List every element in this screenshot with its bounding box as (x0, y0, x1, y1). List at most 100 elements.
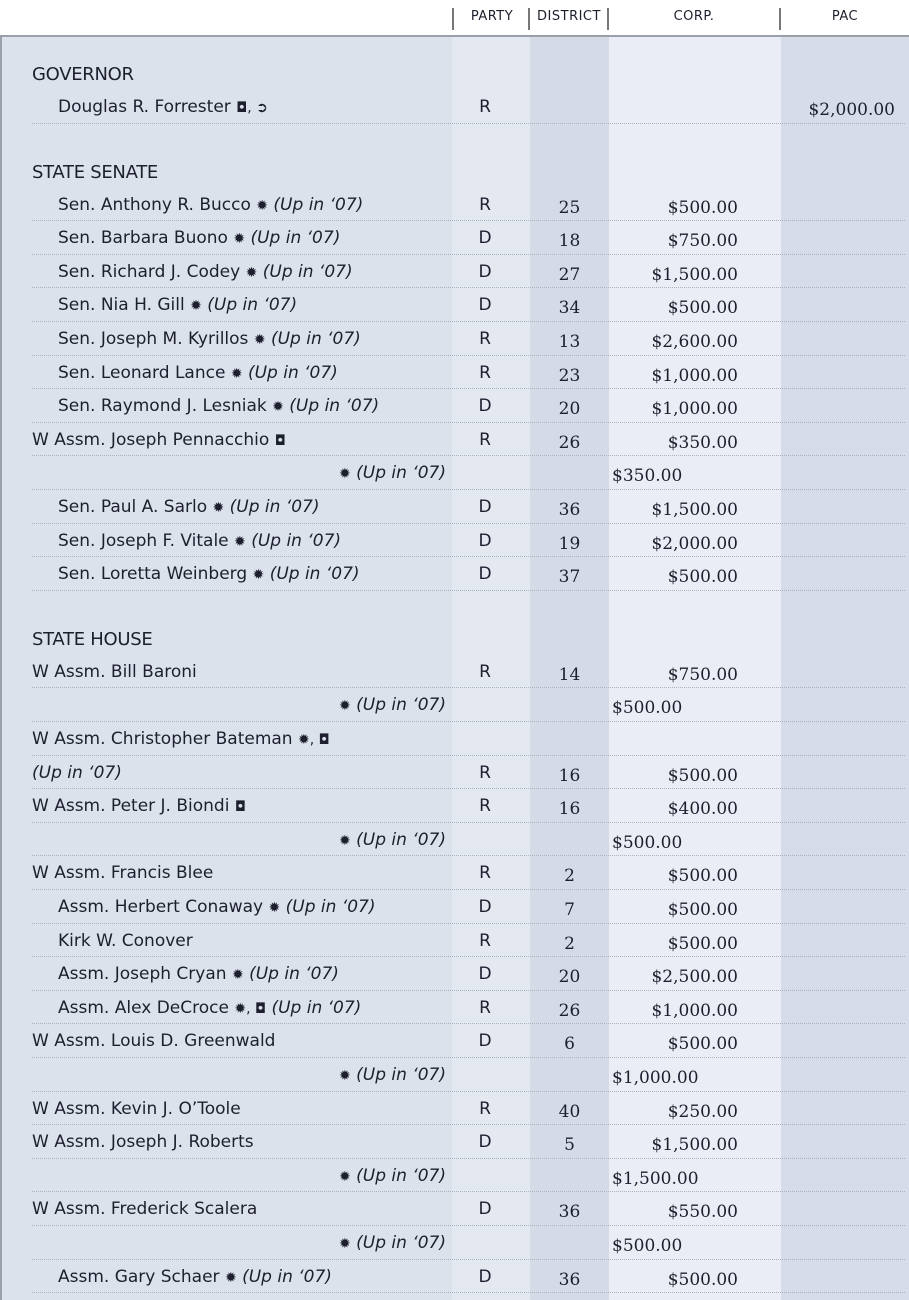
separator (779, 8, 781, 30)
district: 36 (558, 1269, 581, 1290)
note: (Up in ‘07) (356, 1165, 446, 1186)
corp-amount: $500.00 (667, 1269, 738, 1290)
note: (Up in ‘07) (356, 1065, 446, 1085)
status-marks: ✹ (233, 231, 246, 248)
candidate-name: Sen. Leonard Lance (58, 362, 226, 383)
pac-amount: $2,000.00 (808, 100, 895, 120)
district: 26 (558, 1000, 581, 1021)
district: 20 (558, 399, 581, 420)
candidate-name: W Assm. Peter J. Biondi (32, 796, 230, 817)
name-cell: W Assm. Kevin J. O’Toole (32, 1093, 241, 1127)
party: D (478, 1031, 492, 1052)
corp-amount: $1,500.00 (651, 264, 738, 285)
district: 19 (558, 533, 581, 554)
status-marks: ✹ (339, 1068, 351, 1084)
note: (Up in ‘07) (271, 997, 362, 1018)
candidate-name: W Assm. Kevin J. O’Toole (32, 1098, 241, 1119)
separator (528, 8, 530, 30)
name-cell: Sen. Joseph F. Vitale ✹ (Up in ‘07) (58, 525, 341, 559)
candidate-name: W Assm. Frederick Scalera (32, 1199, 258, 1220)
corp-amount: $1,000.00 (612, 1068, 699, 1088)
column-header: CORP. (673, 9, 715, 24)
status-marks: ◘, ➲ (236, 100, 268, 116)
corp-amount: $550.00 (667, 1202, 738, 1223)
corp-amount: $2,500.00 (651, 967, 738, 988)
corp-amount: $350.00 (667, 432, 738, 453)
name-cell: W Assm. Christopher Bateman ✹, ◘ (32, 723, 330, 757)
corp-amount: $400.00 (667, 799, 738, 820)
row-rule (32, 687, 905, 689)
note: (Up in ‘07) (289, 396, 380, 417)
corp-amount: $500.00 (667, 765, 738, 786)
corp-amount: $500.00 (667, 567, 738, 588)
corp-amount: $500.00 (612, 832, 683, 853)
name-cell: ✹ (Up in ‘07) (339, 824, 446, 858)
left-rule (0, 0, 2, 1300)
status-marks: ✹, ◘ (234, 1000, 267, 1017)
row-rule (32, 421, 905, 423)
row-rule (32, 1124, 905, 1126)
note: (Up in ‘07) (229, 497, 320, 517)
candidate-name: W Assm. Christopher Bateman (32, 729, 293, 749)
candidate-name: Assm. Joseph Cryan (58, 964, 227, 985)
status-marks: ◘ (274, 432, 286, 449)
corp-amount: $500.00 (667, 933, 738, 954)
status-marks: ✹ (339, 698, 351, 715)
party: D (478, 295, 492, 316)
status-marks: ✹ (339, 1168, 351, 1185)
column-header: DISTRICT (537, 9, 601, 24)
note: (Up in ‘07) (356, 829, 446, 850)
district: 16 (558, 765, 581, 786)
status-marks: ✹ (339, 466, 351, 483)
note: (Up in ‘07) (356, 1233, 446, 1253)
name-cell: W Assm. Frederick Scalera (32, 1193, 257, 1227)
district: 20 (558, 967, 581, 988)
note: (Up in ‘07) (242, 1266, 332, 1287)
party: R (479, 762, 491, 783)
row-rule (32, 388, 905, 390)
note: (Up in ‘07) (356, 463, 446, 484)
name-cell: W Assm. Louis D. Greenwald (32, 1025, 275, 1059)
note: (Up in ‘07) (247, 362, 338, 383)
row-rule (32, 855, 905, 857)
status-marks: ✹ (234, 533, 246, 550)
name-cell: Assm. Gary Schaer ✹ (Up in ‘07) (58, 1261, 332, 1295)
candidate-name: Sen. Joseph M. Kyrillos (58, 329, 249, 349)
corp-amount: $2,600.00 (651, 332, 738, 352)
district: 26 (558, 432, 581, 453)
note: (Up in ‘07) (285, 897, 376, 917)
corp-amount: $500.00 (667, 900, 738, 920)
name-cell: W Assm. Joseph J. Roberts (32, 1126, 254, 1160)
row-rule (32, 754, 905, 756)
note: (Up in ‘07) (269, 564, 360, 585)
row-rule (32, 1225, 905, 1226)
name-cell: Sen. Barbara Buono ✹ (Up in ‘07) (58, 222, 340, 256)
party: R (479, 1098, 491, 1119)
party: R (479, 362, 491, 383)
pac-column (781, 0, 909, 1300)
row-rule (32, 922, 905, 924)
party: D (478, 261, 492, 282)
candidate-name: Sen. Richard J. Codey (58, 261, 241, 282)
section-title: STATE HOUSE (32, 628, 153, 650)
corp-amount: $500.00 (612, 698, 683, 719)
party: R (479, 194, 491, 215)
name-cell: Sen. Anthony R. Bucco ✹ (Up in ‘07) (58, 189, 363, 223)
party: D (478, 1199, 492, 1220)
name-cell: W Assm. Peter J. Biondi ◘ (32, 790, 246, 824)
corp-amount: $500.00 (667, 1034, 738, 1055)
district: 40 (558, 1101, 581, 1122)
party: D (478, 228, 492, 249)
status-marks: ✹ (268, 900, 281, 916)
candidate-name: Douglas R. Forrester (58, 97, 231, 117)
name-cell: Assm. Herbert Conaway ✹ (Up in ‘07) (58, 891, 376, 925)
separator (607, 8, 609, 30)
section-title: GOVERNOR (32, 64, 134, 85)
party: D (478, 530, 492, 551)
separator (452, 8, 454, 30)
note: (Up in ‘07) (32, 762, 122, 783)
status-marks: ✹ (245, 264, 258, 281)
party: R (479, 997, 491, 1018)
status-marks: ◘ (234, 799, 246, 816)
